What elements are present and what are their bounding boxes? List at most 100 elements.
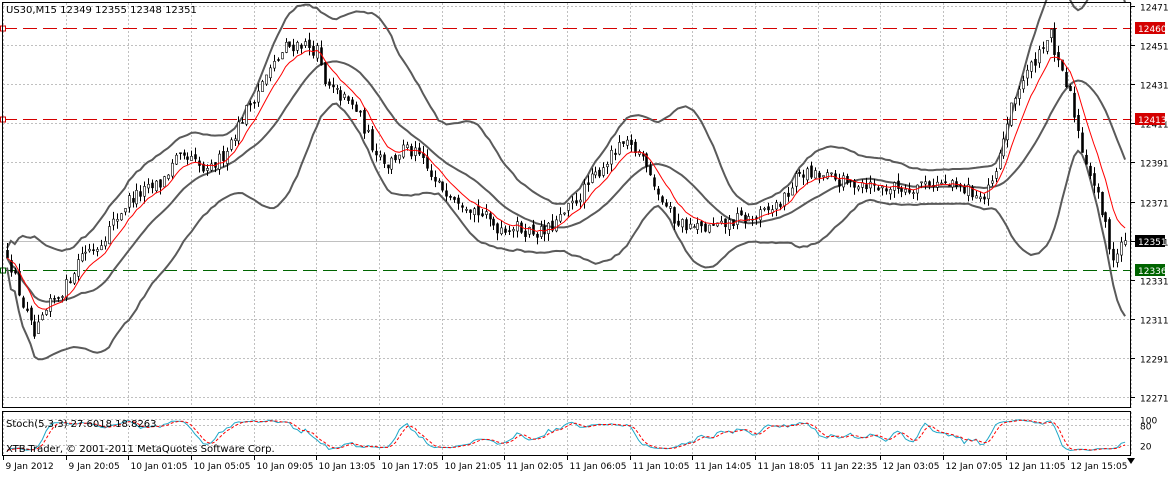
candle-body [900,187,903,192]
candle-body [889,189,892,195]
candle-body [802,174,805,178]
candle-body [390,157,393,170]
candle-body [489,213,492,220]
candle-body [795,173,798,187]
candle-body [689,223,692,229]
candle-body [183,152,186,156]
candle-body [626,139,629,146]
candle-body [453,196,456,200]
candle-body [716,222,719,227]
candle-body [1042,47,1045,49]
candle-body [818,172,821,178]
candle-body [598,169,601,177]
time-tick-label: 12 Jan 07:05 [946,462,1003,472]
candle-body [457,197,460,204]
candle-body [853,180,856,188]
stochastic-main-line [6,419,1126,452]
stochastic-tick-label: 80 [1140,423,1152,433]
candle-body [857,186,860,190]
candle-body [96,249,99,252]
candle-body [783,192,786,207]
candle-body [1057,52,1060,61]
candle-body [1085,154,1088,165]
price-tag-12460[interactable] [1135,22,1165,34]
price-tag-12336[interactable] [1135,264,1165,276]
candle-body [1120,241,1123,256]
candle-body [206,168,209,171]
candle-body [273,61,276,69]
candle-body [665,202,668,207]
candle-body [1101,191,1104,216]
candle-body [747,216,750,222]
candle-body [508,230,511,232]
candle-body [649,165,652,176]
candle-body [14,270,17,274]
candle-body [434,176,437,182]
price-tick-label: 12411 [1140,121,1169,131]
candle-body [167,174,170,179]
main-panel-frame [2,2,1131,408]
candle-body [540,226,543,237]
candle-body [139,191,142,197]
candle-body [504,228,507,233]
candle-body [485,211,488,215]
price-tick-label: 12271 [1140,395,1169,405]
candle-body [1014,98,1017,105]
candle-body [81,253,84,262]
candle-body [1112,248,1115,261]
candle-body [1050,29,1053,38]
candle-body [826,172,829,179]
stochastic-label: Stoch(5,3,3) 27.6018 18.8263 [6,419,157,430]
candle-body [645,153,648,167]
candle-body [579,199,582,203]
candle-body [426,156,429,169]
candle-body [618,142,621,155]
candle-body [371,129,374,151]
candle-body [379,154,382,158]
moving-average [6,49,1126,310]
candle-body [744,214,747,224]
candle-body [304,41,307,46]
candle-body [300,44,303,49]
price-tag-12413[interactable] [1135,113,1165,125]
candle-body [944,181,947,184]
candle-body [763,208,766,210]
time-tick-label: 10 Jan 17:05 [382,462,439,472]
candle-body [1116,253,1119,263]
horizontal-lines[interactable] [0,25,1132,274]
candle-body [696,223,699,230]
candle-body [257,90,260,103]
candle-body [308,39,311,48]
candle-body [351,99,354,105]
candle-body [912,192,915,194]
candle-body [469,209,472,213]
candle-body [41,314,44,321]
time-tick-label: 9 Jan 2012 [6,462,54,472]
candle-body [940,182,943,185]
candle-body [363,109,366,134]
candle-body [108,226,111,245]
candle-body [253,101,256,104]
candle-body [1124,240,1127,245]
candle-body [92,249,95,251]
candle-body [512,229,515,232]
candle-body [175,154,178,165]
candle-body [33,321,36,337]
candle-body [438,180,441,183]
candle-body [559,214,562,222]
stochastic-signal-line [6,419,1126,451]
current-price-tag [1135,235,1165,247]
price-tag-label: 12336 [1138,267,1167,277]
candle-body [1006,123,1009,141]
candle-body [234,138,237,141]
chart-shift-marker-icon[interactable] [1127,458,1135,464]
candle-body [602,167,605,176]
candle-body [653,177,656,187]
time-tick-label: 12 Jan 11:05 [1009,462,1066,472]
candle-body [1002,138,1005,157]
candle-body [328,81,331,86]
price-tick-label: 12331 [1140,278,1169,288]
candle-body [704,223,707,232]
